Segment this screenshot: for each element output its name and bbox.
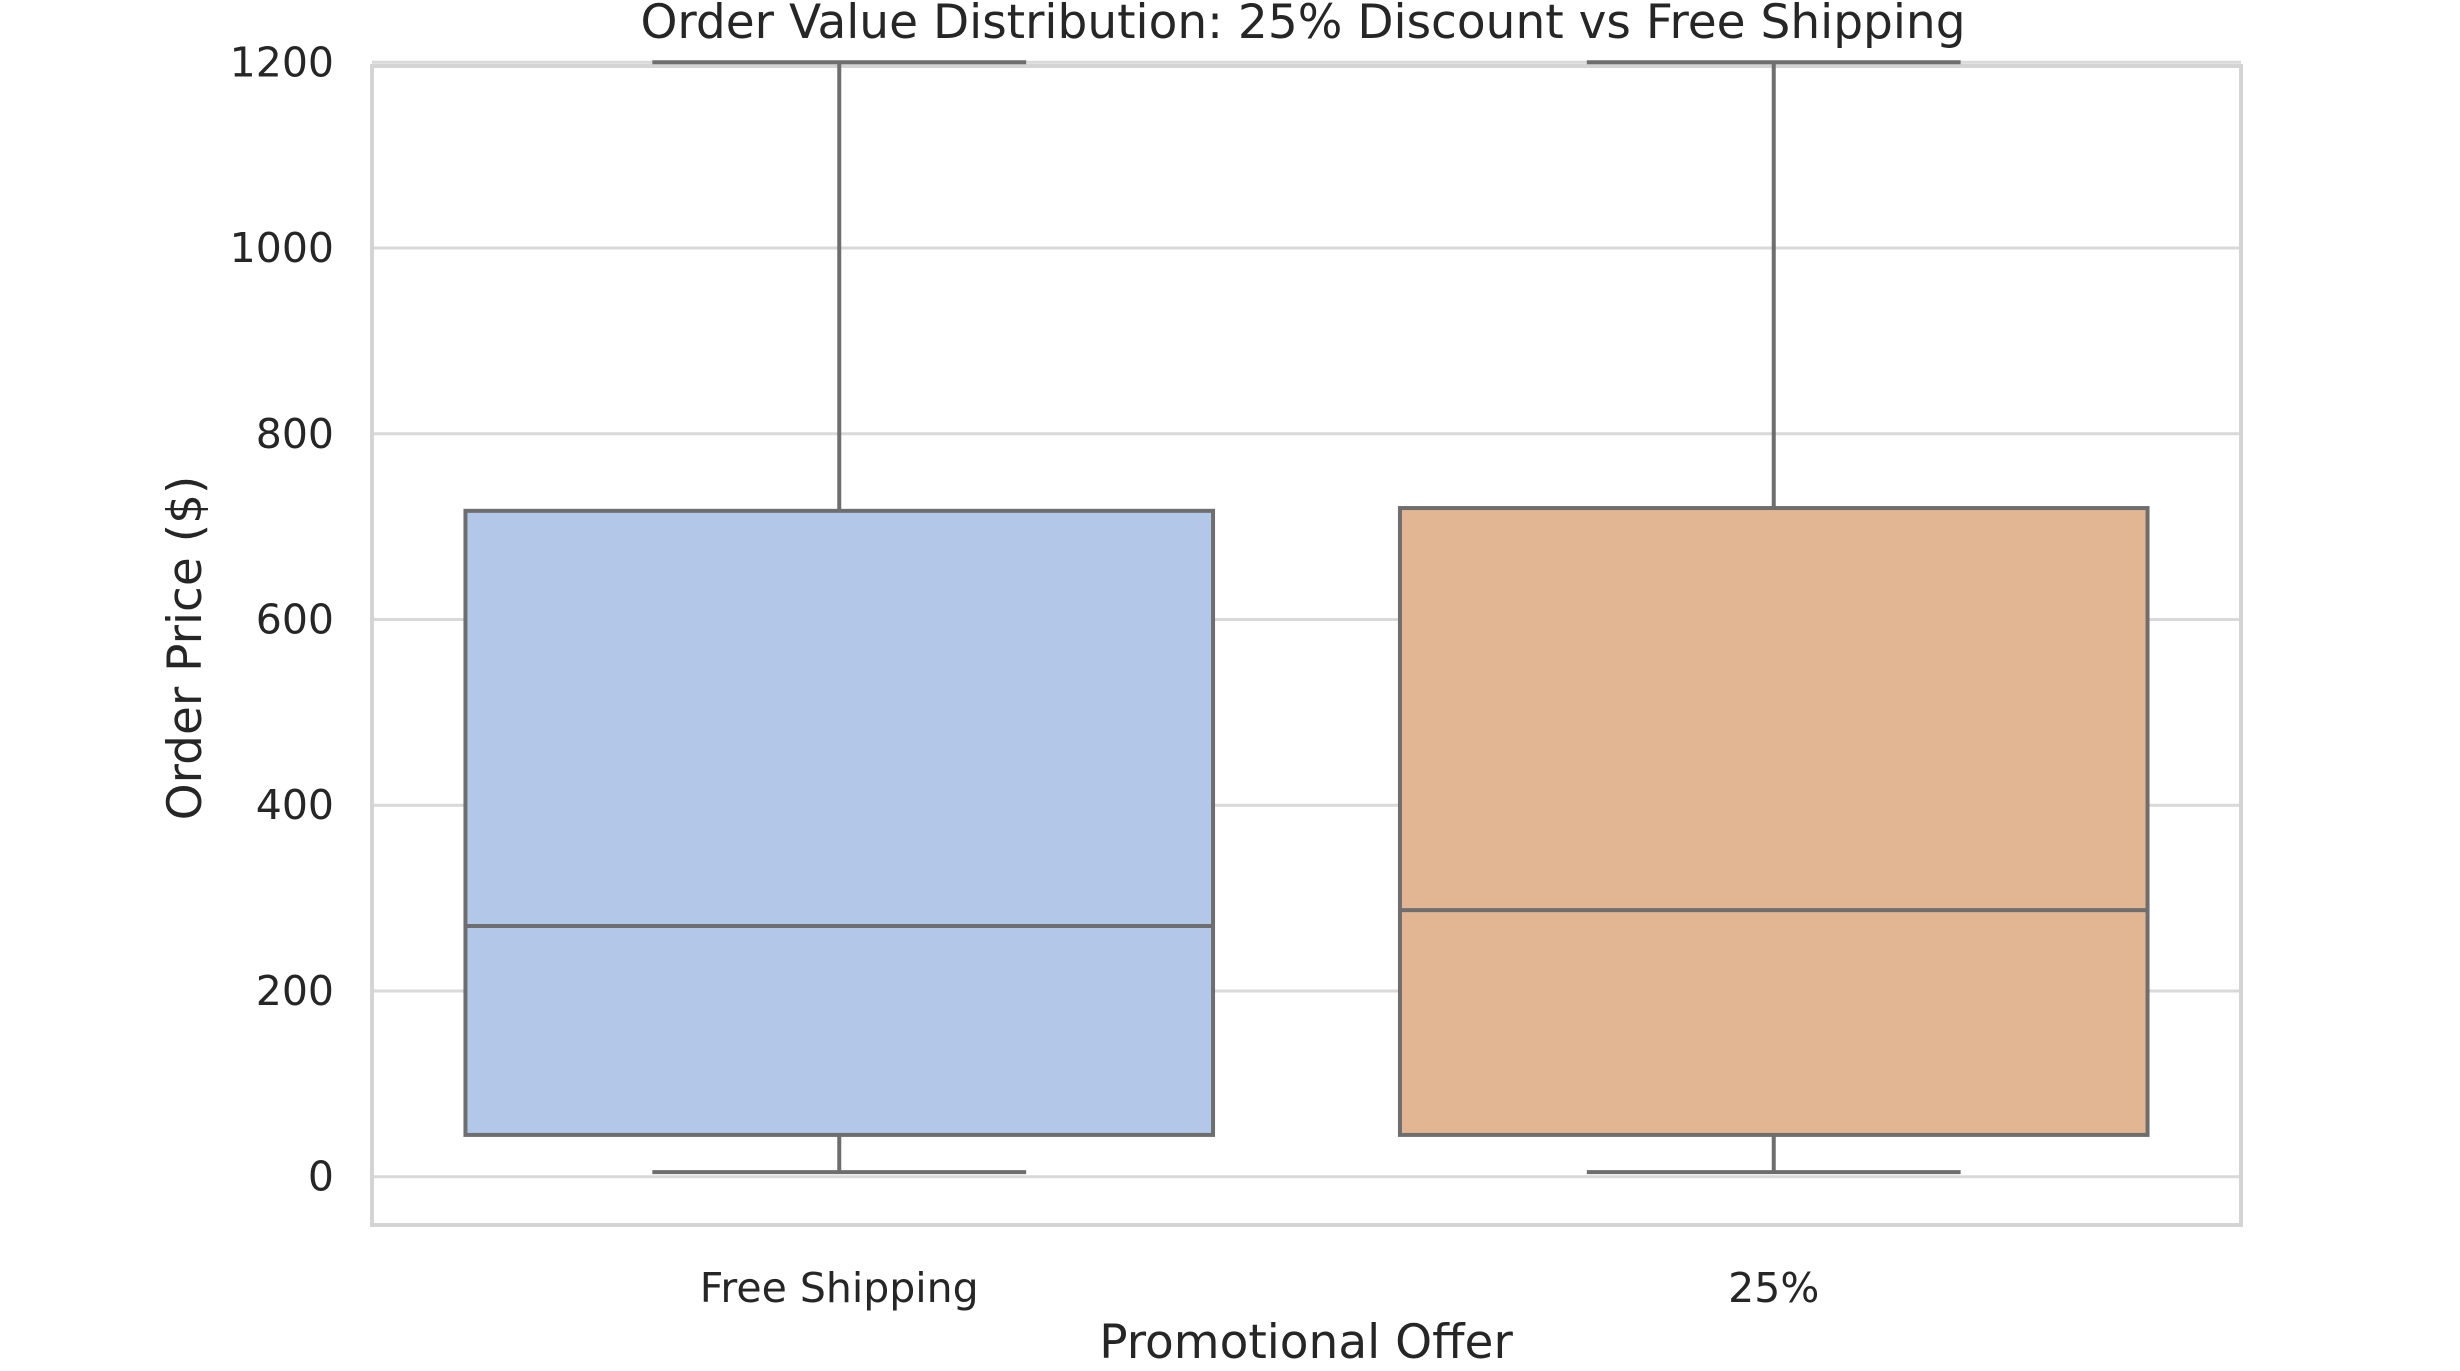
y-tick-label: 400 xyxy=(256,781,334,829)
box-group xyxy=(463,60,1216,1175)
y-axis-ticks: 0 200 400 600 800 1000 1200 xyxy=(230,38,334,1200)
y-tick-label: 600 xyxy=(256,595,334,643)
iqr-box xyxy=(1397,506,2150,1137)
iqr-box xyxy=(463,508,1216,1137)
box-group xyxy=(1397,60,2150,1175)
x-tick-label: 25% xyxy=(1728,1264,1819,1312)
boxes xyxy=(463,60,2150,1175)
y-tick-label: 0 xyxy=(308,1153,334,1201)
y-tick-label: 200 xyxy=(256,967,334,1015)
chart-title: Order Value Distribution: 25% Discount v… xyxy=(640,0,1965,50)
y-axis-label: Order Price ($) xyxy=(158,476,213,821)
x-axis-label: Promotional Offer xyxy=(1099,1315,1513,1370)
plot-frame xyxy=(370,64,2243,1227)
x-axis-ticks: Free Shipping 25% xyxy=(700,1264,1820,1312)
y-tick-label: 1000 xyxy=(230,224,334,272)
x-tick-label: Free Shipping xyxy=(700,1264,979,1312)
y-tick-label: 1200 xyxy=(230,38,334,86)
y-tick-label: 800 xyxy=(256,410,334,458)
